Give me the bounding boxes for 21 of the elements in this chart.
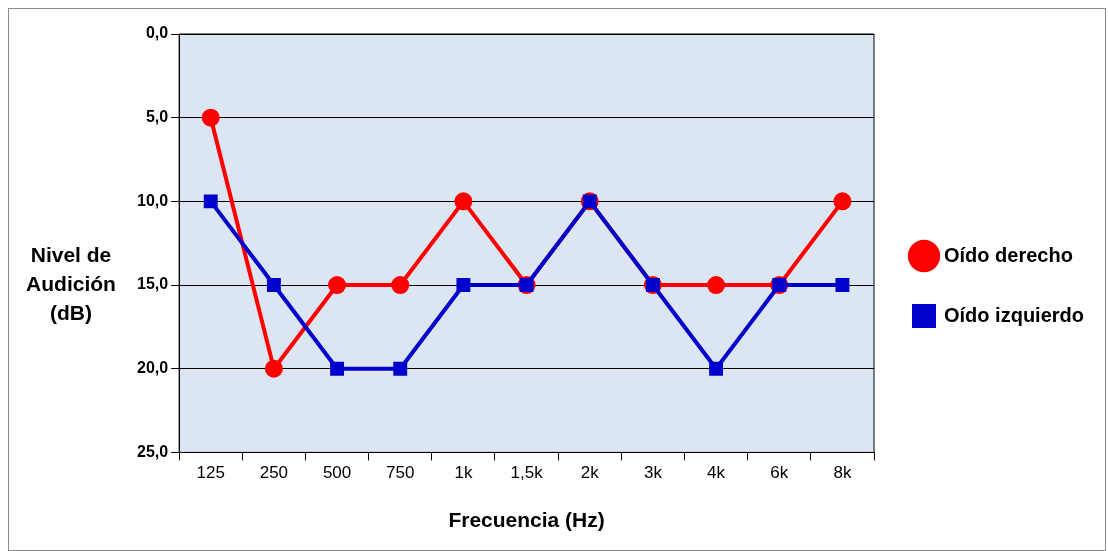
y-tick-label: 25,0 <box>137 442 169 460</box>
y-tick-label: 5,0 <box>145 108 169 126</box>
legend-label: Oído izquierdo <box>944 303 1085 326</box>
y-tick-label: 20,0 <box>137 359 169 377</box>
x-tick-label: 6k <box>770 463 789 483</box>
x-tick-label: 2k <box>580 463 600 483</box>
x-tick-label: 125 <box>196 463 225 483</box>
y-axis-title: Nivel de Audición (dB) <box>25 242 117 326</box>
x-tick-label: 4k <box>707 463 726 483</box>
x-tick-label: 750 <box>386 463 415 483</box>
x-tick-label: 1k <box>454 463 473 483</box>
y-tick-label: 15,0 <box>137 275 169 293</box>
x-tick-label: 8k <box>833 463 852 483</box>
y-tick-label: 10,0 <box>137 191 169 209</box>
legend-label: Oído derecho <box>944 243 1073 266</box>
x-tick-label: 250 <box>259 463 289 483</box>
x-tick-label: 3k <box>643 463 663 483</box>
y-tick-label: 0,0 <box>145 24 169 42</box>
x-tick-label: 500 <box>322 463 352 483</box>
x-axis-title: Frecuencia (Hz) <box>448 508 605 532</box>
x-tick-label: 1,5k <box>510 463 544 483</box>
